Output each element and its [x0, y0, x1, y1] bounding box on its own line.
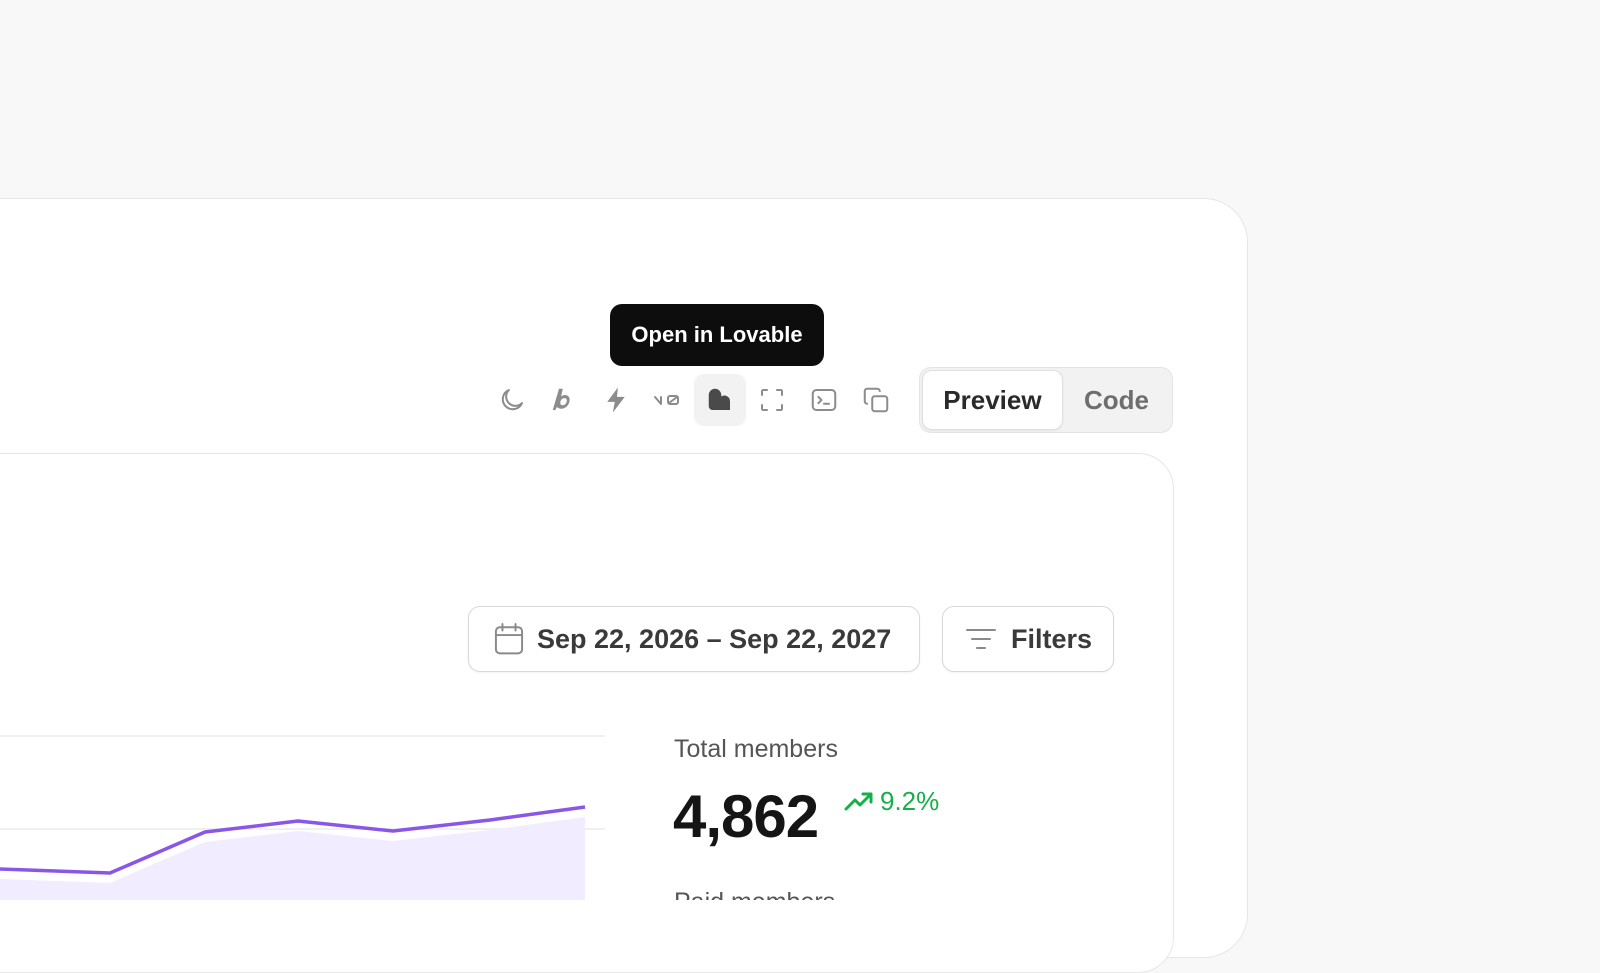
fullscreen-icon[interactable] — [746, 374, 798, 426]
filters-button[interactable]: Filters — [942, 606, 1114, 672]
toolbar — [486, 374, 902, 426]
tooltip: Open in Lovable — [610, 304, 824, 366]
copy-icon[interactable] — [850, 374, 902, 426]
series-area — [0, 817, 585, 900]
paid-members-label: Paid members — [674, 888, 835, 900]
moon-icon[interactable] — [486, 374, 538, 426]
bold-b-icon[interactable] — [538, 374, 590, 426]
lightning-icon[interactable] — [590, 374, 642, 426]
preview-tab[interactable]: Preview — [922, 370, 1063, 430]
calendar-icon — [494, 622, 524, 655]
date-range-button[interactable]: Sep 22, 2026 – Sep 22, 2027 — [468, 606, 920, 672]
terminal-icon[interactable] — [798, 374, 850, 426]
filter-icon — [966, 629, 996, 649]
code-tab[interactable]: Code — [1083, 384, 1149, 415]
lovable-heart-icon[interactable] — [694, 374, 746, 426]
members-chart — [0, 735, 605, 900]
trend-up-icon — [844, 792, 873, 810]
v0-icon[interactable] — [642, 374, 694, 426]
delta-value: 9.2% — [880, 786, 940, 816]
series-line — [0, 805, 586, 875]
total-members-value: 4,862 — [673, 783, 819, 850]
date-range-label: Sep 22, 2026 – Sep 22, 2027 — [537, 623, 892, 654]
view-toggle: Preview Code — [919, 367, 1173, 433]
total-members-label: Total members — [674, 735, 838, 763]
filters-label: Filters — [1011, 623, 1093, 654]
total-members-delta: 9.2% — [844, 786, 939, 817]
